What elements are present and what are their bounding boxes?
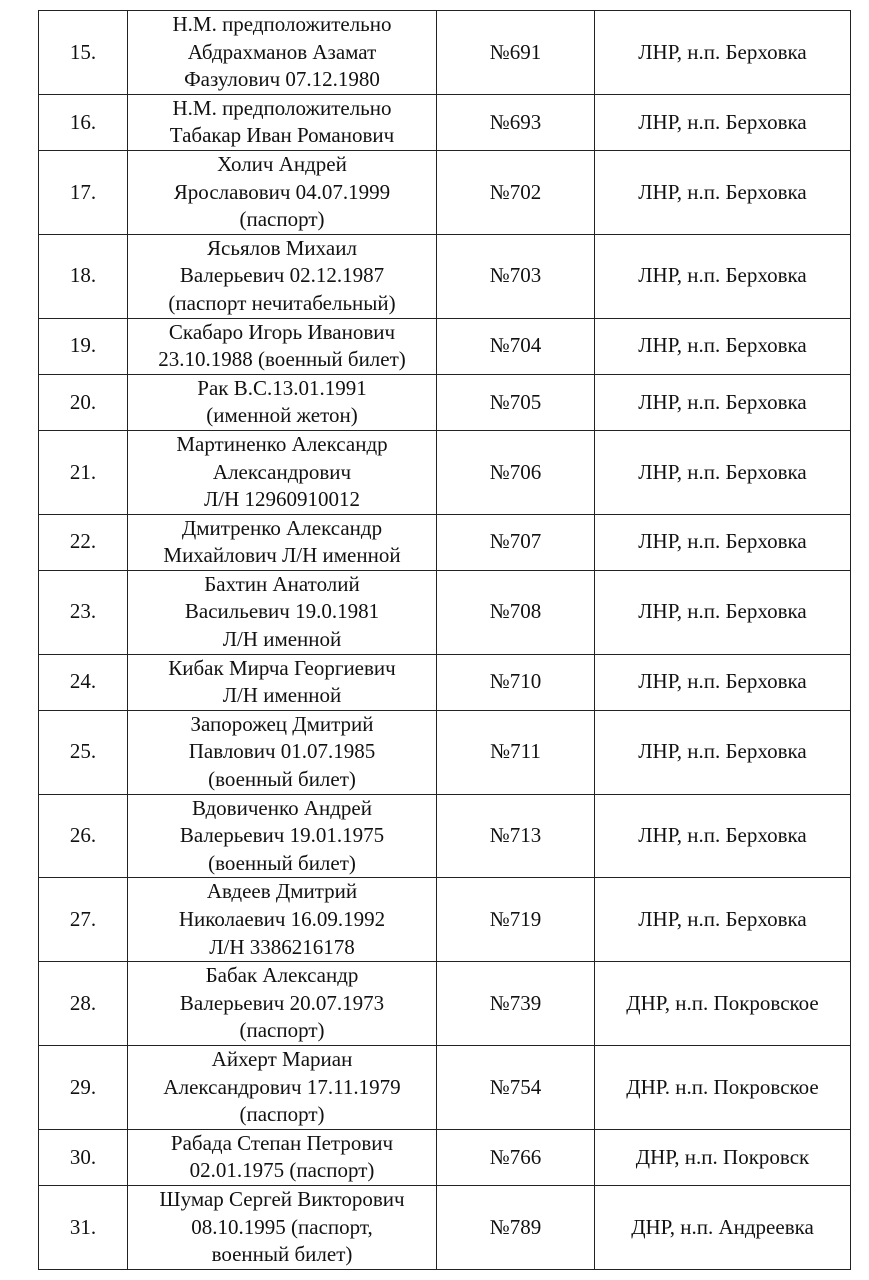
body-number: №691: [436, 10, 595, 95]
table-row: 19. Скабаро Игорь Иванович 23.10.1988 (во…: [38, 317, 851, 375]
body-number: №707: [436, 513, 595, 571]
row-number: 23.: [38, 569, 128, 655]
table-row: 18. Ясьялов Михаил Валерьевич 02.12.1987 …: [38, 233, 851, 319]
table-row: 24. Кибак Мирча Георгиевич Л/Н именной №71…: [38, 653, 851, 711]
row-number: 31.: [38, 1184, 128, 1270]
person: Бабак Александр Валерьевич 20.07.1973 (п…: [127, 961, 437, 1046]
row-number: 25.: [38, 709, 128, 795]
body-number: №704: [436, 317, 595, 375]
location: ДНР, н.п. Андреевка: [594, 1184, 851, 1270]
person: Вдовиченко Андрей Валерьевич 19.01.1975 …: [127, 793, 437, 879]
row-number: 15.: [38, 10, 128, 95]
table-row: 28. Бабак Александр Валерьевич 20.07.1973…: [38, 961, 851, 1046]
person: Рак В.С.13.01.1991 (именной жетон): [127, 373, 437, 431]
location: ЛНР, н.п. Берховка: [594, 10, 851, 95]
body-number: №766: [436, 1128, 595, 1186]
person: Н.М. предположительно Абдрахманов Азамат…: [127, 10, 437, 95]
location: ДНР. н.п. Покровское: [594, 1044, 851, 1130]
row-number: 30.: [38, 1128, 128, 1186]
person: Запорожец Дмитрий Павлович 01.07.1985 (в…: [127, 709, 437, 795]
location: ЛНР, н.п. Берховка: [594, 317, 851, 375]
body-number: №703: [436, 233, 595, 319]
table-row: 29. Айхерт Мариан Александрович 17.11.197…: [38, 1044, 851, 1130]
body-number: №739: [436, 961, 595, 1046]
person: Авдеев Дмитрий Николаевич 16.09.1992 Л/Н…: [127, 877, 437, 963]
body-number: №708: [436, 569, 595, 655]
row-number: 17.: [38, 149, 128, 235]
person: Бахтин Анатолий Васильевич 19.0.1981 Л/Н…: [127, 569, 437, 655]
table-row: 16. Н.М. предположительно Табакар Иван Ро…: [38, 93, 851, 151]
body-number: №706: [436, 429, 595, 515]
row-number: 18.: [38, 233, 128, 319]
table-row: 26. Вдовиченко Андрей Валерьевич 19.01.19…: [38, 793, 851, 879]
person: Скабаро Игорь Иванович 23.10.1988 (военн…: [127, 317, 437, 375]
location: ДНР, н.п. Покровск: [594, 1128, 851, 1186]
table-row: 25. Запорожец Дмитрий Павлович 01.07.1985…: [38, 709, 851, 795]
location: ЛНР, н.п. Берховка: [594, 877, 851, 963]
person: Холич Андрей Ярославович 04.07.1999 (пас…: [127, 149, 437, 235]
person: Н.М. предположительно Табакар Иван Роман…: [127, 93, 437, 151]
body-number: №702: [436, 149, 595, 235]
body-number: №713: [436, 793, 595, 879]
table-row: 17. Холич Андрей Ярославович 04.07.1999 (…: [38, 149, 851, 235]
person: Айхерт Мариан Александрович 17.11.1979 (…: [127, 1044, 437, 1130]
row-number: 28.: [38, 961, 128, 1046]
person: Мартиненко Александр Александрович Л/Н 1…: [127, 429, 437, 515]
location: ЛНР, н.п. Берховка: [594, 233, 851, 319]
row-number: 21.: [38, 429, 128, 515]
table-row: 21. Мартиненко Александр Александрович Л/…: [38, 429, 851, 515]
location: ЛНР, н.п. Берховка: [594, 429, 851, 515]
row-number: 27.: [38, 877, 128, 963]
person: Кибак Мирча Георгиевич Л/Н именной: [127, 653, 437, 711]
body-number: №754: [436, 1044, 595, 1130]
location: ЛНР, н.п. Берховка: [594, 93, 851, 151]
location: ЛНР, н.п. Берховка: [594, 513, 851, 571]
row-number: 24.: [38, 653, 128, 711]
body-number: №711: [436, 709, 595, 795]
row-number: 19.: [38, 317, 128, 375]
row-number: 16.: [38, 93, 128, 151]
location: ДНР, н.п. Покровское: [594, 961, 851, 1046]
table: 15. Н.М. предположительно Абдрахманов Аза…: [38, 10, 851, 1270]
table-row: 30. Рабада Степан Петрович 02.01.1975 (па…: [38, 1128, 851, 1186]
body-number: №693: [436, 93, 595, 151]
location: ЛНР, н.п. Берховка: [594, 373, 851, 431]
person: Ясьялов Михаил Валерьевич 02.12.1987 (па…: [127, 233, 437, 319]
row-number: 26.: [38, 793, 128, 879]
table-row: 27. Авдеев Дмитрий Николаевич 16.09.1992 …: [38, 877, 851, 963]
table-row: 15. Н.М. предположительно Абдрахманов Аза…: [38, 10, 851, 95]
body-number: №705: [436, 373, 595, 431]
table-row: 23. Бахтин Анатолий Васильевич 19.0.1981 …: [38, 569, 851, 655]
location: ЛНР, н.п. Берховка: [594, 653, 851, 711]
row-number: 29.: [38, 1044, 128, 1130]
table-row: 31. Шумар Сергей Викторович 08.10.1995 (п…: [38, 1184, 851, 1270]
table-body: 15. Н.М. предположительно Абдрахманов Аза…: [38, 10, 851, 1270]
row-number: 22.: [38, 513, 128, 571]
location: ЛНР, н.п. Берховка: [594, 569, 851, 655]
person: Шумар Сергей Викторович 08.10.1995 (пасп…: [127, 1184, 437, 1270]
body-number: №710: [436, 653, 595, 711]
body-number: №719: [436, 877, 595, 963]
person: Дмитренко Александр Михайлович Л/Н именн…: [127, 513, 437, 571]
location: ЛНР, н.п. Берховка: [594, 149, 851, 235]
table-row: 22. Дмитренко Александр Михайлович Л/Н им…: [38, 513, 851, 571]
body-number: №789: [436, 1184, 595, 1270]
row-number: 20.: [38, 373, 128, 431]
table-row: 20. Рак В.С.13.01.1991 (именной жетон) №70…: [38, 373, 851, 431]
location: ЛНР, н.п. Берховка: [594, 793, 851, 879]
location: ЛНР, н.п. Берховка: [594, 709, 851, 795]
person: Рабада Степан Петрович 02.01.1975 (паспо…: [127, 1128, 437, 1186]
